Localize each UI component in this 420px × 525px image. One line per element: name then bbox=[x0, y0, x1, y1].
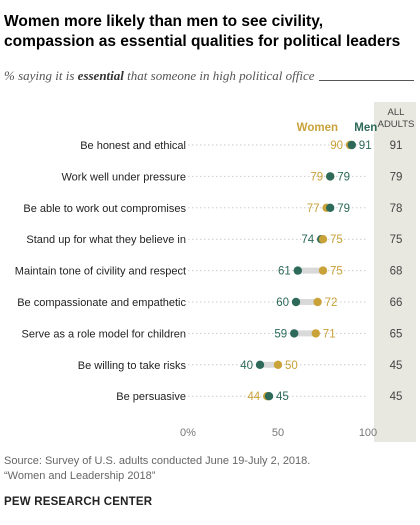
all-adults-value: 75 bbox=[390, 234, 403, 246]
men-value-label: 79 bbox=[337, 203, 350, 215]
men-value-label: 59 bbox=[274, 328, 287, 340]
source-note: Source: Survey of U.S. adults conducted … bbox=[4, 454, 310, 484]
all-adults-value: 65 bbox=[390, 328, 403, 340]
men-dot bbox=[347, 140, 356, 150]
category-label: Serve as a role model for children bbox=[22, 328, 186, 340]
brand-logo-text: PEW RESEARCH CENTER bbox=[4, 496, 153, 508]
subtitle-emphasis: essential bbox=[77, 68, 124, 83]
men-dot bbox=[326, 172, 335, 181]
category-label: Maintain tone of civility and respect bbox=[15, 266, 186, 278]
x-tick-label: 100 bbox=[359, 427, 377, 439]
chart-subtitle: % saying it is essential that someone in… bbox=[4, 68, 315, 84]
women-dot bbox=[318, 235, 328, 244]
all-adults-column bbox=[374, 102, 416, 442]
category-label: Stand up for what they believe in bbox=[26, 234, 186, 246]
legend-women: Women bbox=[297, 122, 338, 134]
legend-all-adults-line2: ADULTS bbox=[378, 119, 415, 130]
all-adults-value: 45 bbox=[390, 360, 403, 372]
all-adults-value: 66 bbox=[390, 297, 403, 309]
women-value-label: 75 bbox=[330, 234, 343, 246]
source-line: Source: Survey of U.S. adults conducted … bbox=[4, 455, 311, 467]
chart-title: Women more likely than men to see civili… bbox=[4, 13, 401, 50]
women-value-label: 71 bbox=[323, 328, 336, 340]
subtitle-row: % saying it is essential that someone in… bbox=[4, 66, 414, 84]
subtitle-post: that someone in high political office bbox=[123, 68, 315, 83]
category-label: Be willing to take risks bbox=[78, 360, 187, 372]
men-dot bbox=[291, 297, 301, 307]
men-dot bbox=[264, 392, 274, 401]
men-dot bbox=[326, 203, 335, 212]
category-label: Work well under pressure bbox=[61, 171, 186, 183]
all-adults-value: 91 bbox=[390, 140, 403, 152]
men-value-label: 61 bbox=[278, 266, 291, 278]
all-adults-value: 78 bbox=[390, 203, 403, 215]
x-tick-label: 0% bbox=[180, 427, 196, 439]
men-value-label: 40 bbox=[240, 360, 253, 372]
women-dot bbox=[273, 360, 283, 369]
men-value-label: 91 bbox=[359, 140, 372, 152]
all-adults-value: 68 bbox=[390, 266, 403, 278]
women-value-label: 90 bbox=[330, 140, 343, 152]
men-dot bbox=[255, 360, 265, 369]
men-value-label: 74 bbox=[301, 234, 314, 246]
category-label: Be honest and ethical bbox=[80, 140, 186, 152]
all-adults-value: 79 bbox=[390, 171, 403, 183]
legend-men: Men bbox=[354, 122, 377, 134]
men-value-label: 79 bbox=[337, 171, 350, 183]
subtitle-rule bbox=[318, 80, 414, 81]
women-value-label: 44 bbox=[247, 391, 260, 403]
report-name: “Women and Leadership 2018” bbox=[4, 470, 156, 482]
women-dot bbox=[311, 329, 320, 338]
men-dot bbox=[293, 266, 302, 275]
category-label: Be able to work out compromises bbox=[23, 203, 186, 215]
men-value-label: 60 bbox=[276, 297, 289, 309]
women-value-label: 50 bbox=[285, 360, 298, 372]
category-label: Be persuasive bbox=[116, 391, 186, 403]
category-label: Be compassionate and empathetic bbox=[17, 297, 186, 309]
men-value-label: 45 bbox=[276, 391, 289, 403]
women-dot bbox=[318, 266, 328, 275]
women-value-label: 75 bbox=[330, 266, 343, 278]
men-dot bbox=[290, 329, 299, 338]
all-adults-value: 45 bbox=[390, 391, 403, 403]
women-dot bbox=[313, 297, 322, 307]
subtitle-pre: % saying it is bbox=[4, 68, 78, 83]
x-tick-label: 50 bbox=[272, 427, 284, 439]
legend-all-adults-line1: ALL bbox=[388, 107, 405, 118]
women-value-label: 79 bbox=[310, 171, 323, 183]
women-value-label: 72 bbox=[325, 297, 338, 309]
women-value-label: 77 bbox=[307, 203, 320, 215]
